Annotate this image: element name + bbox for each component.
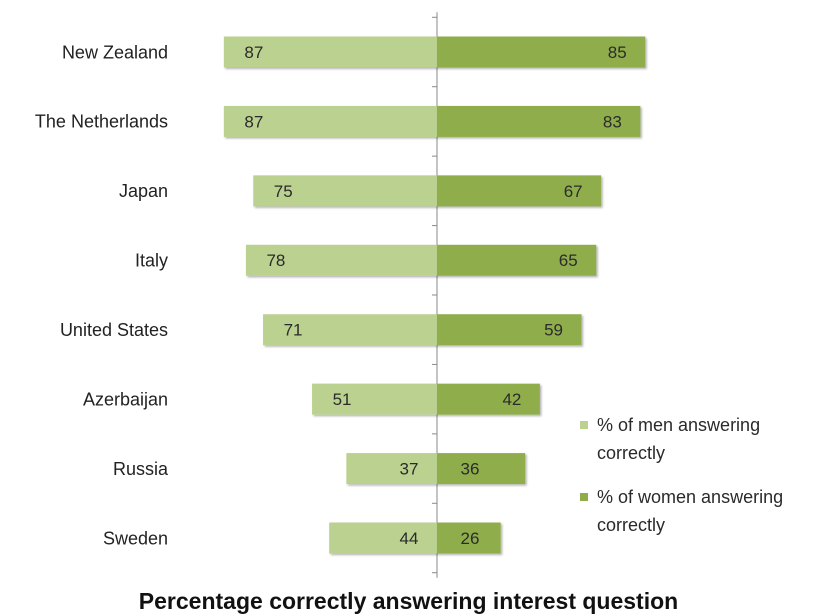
data-label-men-italy: 78: [266, 251, 285, 270]
bar-men-russia: [346, 453, 437, 485]
category-label-japan: Japan: [119, 181, 168, 201]
data-label-women-japan: 67: [564, 182, 583, 201]
category-label-italy: Italy: [135, 251, 168, 271]
category-label-united-states: United States: [60, 320, 168, 340]
category-labels: New Zealand The Netherlands Japan Italy Unit…: [35, 42, 169, 548]
data-labels: 87 87 75 78 71 51 37 44 85 83 67 65 59 42 36 26: [244, 43, 626, 548]
legend-item-women: % of women answering correctly: [580, 483, 800, 539]
data-label-women-united-states: 59: [544, 321, 563, 340]
bar-men-united-states: [263, 314, 437, 346]
data-label-men-russia: 37: [400, 460, 419, 479]
bar-women-azerbaijan: [437, 383, 540, 415]
bar-women-the-netherlands: [437, 105, 641, 137]
legend-label-men: % of men answering correctly: [597, 415, 761, 463]
category-label-azerbaijan: Azerbaijan: [83, 389, 168, 409]
bar-women-new-zealand: [437, 36, 646, 68]
bar-men-the-netherlands: [223, 105, 437, 137]
bar-women-sweden: [437, 522, 501, 554]
data-label-men-sweden: 44: [400, 529, 419, 548]
category-axis: [432, 12, 438, 578]
data-label-men-japan: 75: [274, 182, 293, 201]
bar-men-azerbaijan: [312, 383, 437, 415]
bars: [223, 36, 646, 554]
data-label-men-azerbaijan: 51: [333, 390, 352, 409]
category-label-russia: Russia: [113, 459, 169, 479]
data-label-women-the-netherlands: 83: [603, 112, 622, 131]
legend-label-women: % of women answering correctly: [597, 487, 784, 535]
bar-men-italy: [245, 244, 437, 276]
data-label-women-sweden: 26: [461, 529, 480, 548]
bar-men-japan: [253, 175, 437, 207]
legend-item-men: % of men answering correctly: [580, 411, 800, 467]
legend-swatch-women: [580, 493, 588, 501]
chart-title: Percentage correctly answering interest …: [138, 588, 679, 614]
data-label-women-russia: 36: [461, 460, 480, 479]
data-label-women-azerbaijan: 42: [502, 390, 521, 409]
bar-women-russia: [437, 453, 526, 485]
bar-men-new-zealand: [223, 36, 437, 68]
category-label-sweden: Sweden: [103, 528, 168, 548]
bar-men-sweden: [329, 522, 437, 554]
data-label-men-the-netherlands: 87: [244, 112, 263, 131]
category-label-the-netherlands: The Netherlands: [35, 112, 168, 132]
data-label-men-new-zealand: 87: [244, 43, 263, 62]
data-label-women-italy: 65: [559, 251, 578, 270]
legend-swatch-men: [580, 421, 588, 429]
bar-women-japan: [437, 175, 602, 207]
data-label-men-united-states: 71: [284, 321, 303, 340]
bar-women-italy: [437, 244, 597, 276]
data-label-women-new-zealand: 85: [608, 43, 627, 62]
category-label-new-zealand: New Zealand: [62, 42, 168, 62]
bar-women-united-states: [437, 314, 582, 346]
